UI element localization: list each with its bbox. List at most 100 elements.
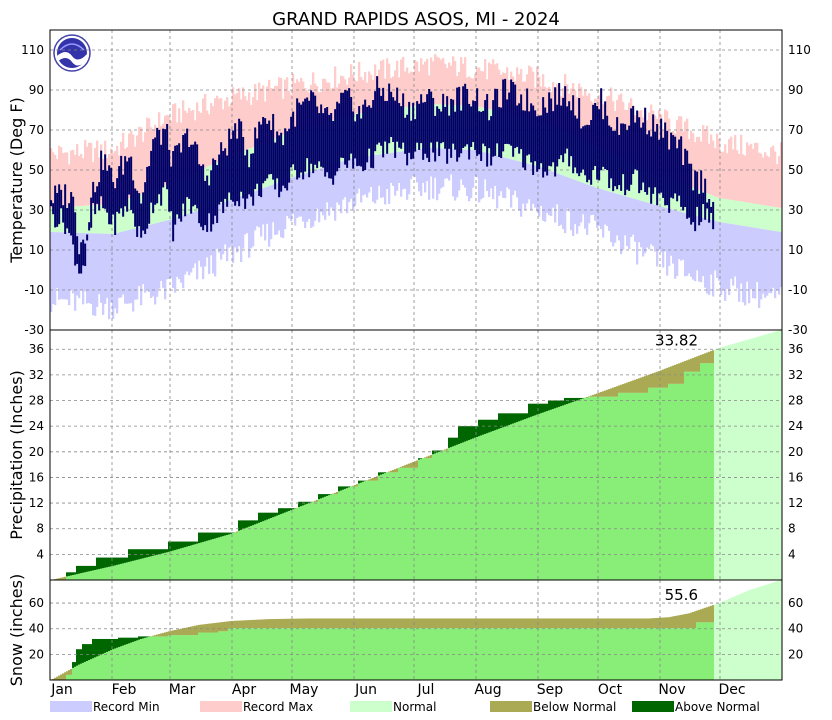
record-min-bar: [438, 148, 441, 194]
record-max-bar: [478, 67, 481, 107]
observed-accum-bar: [94, 569, 97, 580]
y-tick-label-right: 8: [788, 522, 796, 536]
y-tick-label-right: 24: [788, 419, 803, 433]
record-min-bar: [520, 161, 523, 217]
observed-accum-bar: [222, 631, 225, 680]
above-normal-bar: [140, 636, 143, 639]
below-normal-bar: [526, 618, 529, 629]
below-normal-bar: [684, 361, 687, 372]
below-normal-bar: [288, 618, 291, 629]
record-min-bar: [720, 222, 723, 296]
record-min-bar: [424, 148, 427, 193]
below-normal-bar: [690, 358, 693, 372]
observed-accum-bar: [664, 387, 667, 580]
below-normal-bar: [614, 386, 617, 397]
observed-accum-bar: [452, 446, 455, 580]
observed-accum-bar: [216, 632, 219, 680]
below-normal-bar: [210, 623, 213, 633]
future-normal-bar: [766, 584, 769, 680]
record-max-bar: [436, 56, 439, 105]
observed-accum-bar: [544, 628, 547, 680]
observed-accum-bar: [468, 440, 471, 580]
below-normal-bar: [68, 670, 71, 675]
observed-accum-bar: [92, 570, 95, 580]
observed-accum-bar: [580, 399, 583, 580]
legend-label: Normal: [393, 700, 436, 714]
observed-accum-bar: [206, 540, 209, 580]
record-min-bar: [102, 233, 105, 315]
record-min-bar: [478, 151, 481, 203]
record-max-bar: [528, 65, 531, 119]
below-normal-bar: [658, 371, 661, 388]
below-normal-bar: [520, 618, 523, 629]
record-min-bar: [56, 232, 59, 289]
below-normal-bar: [400, 618, 403, 629]
above-normal-bar: [290, 508, 293, 511]
below-normal-bar: [678, 363, 681, 384]
observed-accum-bar: [606, 628, 609, 680]
above-normal-bar: [508, 413, 511, 426]
record-max-bar: [668, 118, 671, 178]
observed-accum-bar: [390, 628, 393, 680]
observed-accum-bar: [604, 396, 607, 580]
record-min-bar: [728, 223, 731, 296]
above-normal-bar: [544, 403, 547, 412]
y-tick-label-left: 20: [29, 445, 44, 459]
record-max-bar: [442, 57, 445, 105]
observed-accum-bar: [112, 565, 115, 580]
record-max-bar: [114, 151, 117, 204]
observed-accum-bar: [432, 454, 435, 580]
record-min-bar: [462, 149, 465, 185]
record-min-bar: [396, 152, 399, 191]
observed-accum-bar: [538, 413, 541, 580]
normal-bar: [116, 202, 119, 233]
observed-accum-bar: [202, 632, 205, 680]
below-normal-bar: [308, 618, 311, 629]
observed-accum-bar: [156, 636, 159, 680]
record-min-bar: [258, 189, 261, 228]
observed-accum-bar: [696, 371, 699, 580]
observed-accum-bar: [524, 419, 527, 580]
observed-accum-bar: [552, 628, 555, 680]
record-min-bar: [152, 224, 155, 297]
observed-accum-bar: [282, 628, 285, 680]
record-min-bar: [698, 216, 701, 282]
observed-accum-bar: [498, 628, 501, 680]
normal-bar: [564, 132, 567, 177]
observed-accum-bar: [106, 651, 109, 680]
observed-accum-bar: [210, 632, 213, 680]
observed-accum-bar: [472, 438, 475, 580]
below-normal-bar: [370, 478, 373, 481]
record-max-bar: [448, 62, 451, 105]
record-max-bar: [694, 142, 697, 189]
below-normal-bar: [444, 449, 447, 451]
below-normal-bar: [662, 369, 665, 388]
record-min-bar: [392, 152, 395, 186]
normal-bar: [120, 201, 123, 232]
below-normal-bar: [174, 630, 177, 636]
observed-accum-bar: [224, 535, 227, 580]
above-normal-bar: [154, 549, 157, 556]
record-min-bar: [184, 214, 187, 275]
record-min-bar: [182, 215, 185, 289]
below-normal-bar: [196, 625, 199, 636]
y-tick-label-right: 40: [788, 622, 803, 636]
below-normal-bar: [660, 370, 663, 388]
below-normal-bar: [498, 618, 501, 629]
record-max-bar: [518, 74, 521, 116]
record-max-bar: [422, 64, 425, 105]
observed-accum-bar: [172, 635, 175, 680]
observed-accum-bar: [120, 563, 123, 580]
observed-accum-bar: [630, 392, 633, 580]
record-min-bar: [714, 220, 717, 271]
below-normal-bar: [430, 618, 433, 629]
record-max-bar: [454, 61, 457, 106]
observed-accum-bar: [90, 659, 93, 680]
record-max-bar: [142, 141, 145, 194]
above-normal-bar: [468, 426, 471, 441]
observed-accum-bar: [694, 628, 697, 680]
below-normal-bar: [166, 631, 169, 637]
above-normal-bar: [554, 400, 557, 409]
below-normal-bar: [234, 620, 237, 629]
record-max-bar: [758, 152, 761, 205]
